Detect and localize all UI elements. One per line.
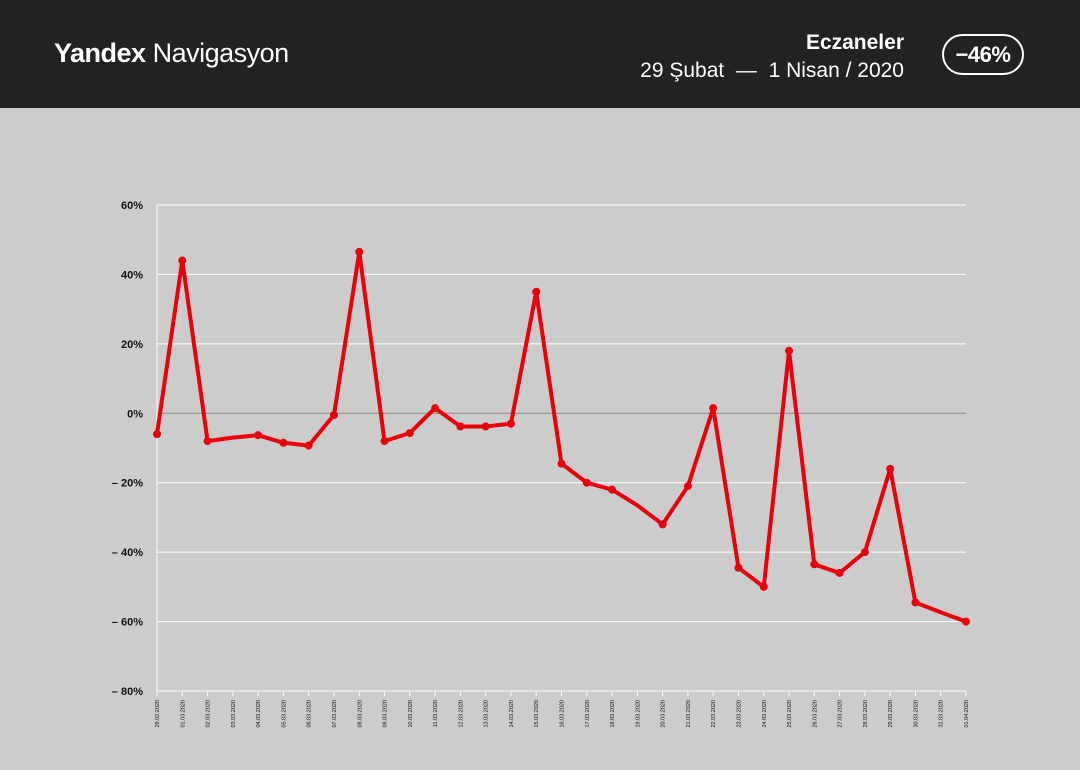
data-point [203,437,212,446]
x-tick-label: 26.03.2020 [812,700,818,728]
data-point [304,441,313,450]
y-tick-label: – 40% [112,547,143,559]
x-axis-ticks: 29.02.2020 01.03.2020 02.03.2020 03.03.2020… [155,691,970,728]
x-tick-label: 05.03.2020 [281,700,287,728]
x-tick-label: 06.03.2020 [307,700,313,728]
x-tick-label: 04.03.2020 [256,700,262,728]
data-point [456,422,465,431]
y-axis-ticks: 60% 40% 20% 0% – 20% – 40% – 60% – 80% [112,200,143,698]
data-point [886,464,895,473]
x-tick-label: 16.03.2020 [560,700,566,728]
x-tick-label: 18.03.2020 [610,700,616,728]
data-point [734,563,743,572]
data-point [709,404,718,413]
x-tick-label: 09.03.2020 [383,700,389,728]
data-point [911,598,920,607]
x-tick-label: 14.03.2020 [509,700,515,728]
data-point [785,346,794,355]
data-point [329,411,338,420]
x-tick-label: 28.03.2020 [863,700,869,728]
data-point [153,430,161,439]
x-tick-label: 01.04.2020 [964,700,970,728]
data-point [506,419,515,428]
data-point [860,548,869,557]
data-point [532,287,541,296]
brand-logo: Yandex Navigasyon [54,38,289,69]
x-tick-label: 08.03.2020 [357,700,363,728]
x-tick-label: 02.03.2020 [206,700,212,728]
data-point [810,560,819,569]
data-point [683,482,692,491]
x-tick-label: 23.03.2020 [736,700,742,728]
x-tick-label: 01.03.2020 [180,700,186,728]
y-tick-label: – 60% [112,617,143,629]
y-tick-label: 20% [121,339,143,351]
x-tick-label: 21.03.2020 [686,700,692,728]
x-tick-label: 03.03.2020 [231,700,237,728]
y-tick-label: 0% [127,408,143,420]
data-point [557,459,566,468]
y-tick-label: 40% [121,269,143,281]
change-badge: −46% [942,34,1024,75]
data-point [355,247,364,256]
x-tick-label: 10.03.2020 [408,700,414,728]
data-point [431,404,440,413]
data-point [481,422,490,431]
data-point [405,429,414,438]
gridlines [156,204,966,692]
x-tick-label: 20.03.2020 [661,700,667,728]
y-tick-label: – 20% [112,478,143,490]
x-tick-label: 29.03.2020 [888,700,894,728]
category-title: Eczaneler [805,31,904,54]
x-tick-label: 11.03.2020 [433,700,439,727]
data-point [658,520,667,529]
data-point [759,582,768,591]
y-tick-label: 60% [121,200,143,212]
data-point [835,568,844,577]
brand-name: Yandex [54,38,146,68]
x-tick-label: 13.03.2020 [484,700,490,728]
x-tick-label: 22.03.2020 [711,700,717,728]
line-chart: 60% 40% 20% 0% – 20% – 40% – 60% – 80% 29.02.20… [112,200,970,728]
date-range: 29 Şubat — 1 Nisan / 2020 [640,59,904,82]
data-point [254,431,263,440]
x-tick-label: 25.03.2020 [787,700,793,728]
header-bar: Yandex Navigasyon Eczaneler 29 Şubat — 1… [0,0,1080,108]
data-point [380,437,389,446]
x-tick-label: 19.03.2020 [635,700,641,728]
data-point [962,617,970,626]
data-point [178,256,187,265]
x-tick-label: 12.03.2020 [458,700,464,728]
x-tick-label: 24.03.2020 [762,700,768,728]
y-tick-label: – 80% [112,686,143,698]
x-tick-label: 29.02.2020 [155,700,161,728]
x-tick-label: 27.03.2020 [838,700,844,728]
data-point [582,478,591,487]
data-point [279,438,288,447]
x-tick-label: 30.03.2020 [913,700,919,728]
brand-product: Navigasyon [152,38,290,68]
x-tick-label: 31.03.2020 [939,700,945,728]
x-tick-label: 07.03.2020 [332,700,338,728]
data-point [608,485,617,494]
x-tick-label: 15.03.2020 [534,700,540,728]
title-block: Eczaneler 29 Şubat — 1 Nisan / 2020 [640,30,904,86]
series-layer [153,247,970,626]
x-tick-label: 17.03.2020 [585,700,591,728]
series-line [155,249,968,624]
